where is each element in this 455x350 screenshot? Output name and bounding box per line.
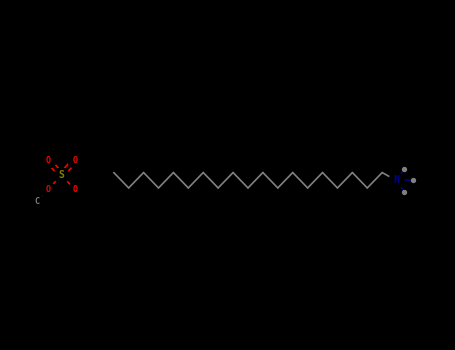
Text: O: O — [72, 186, 77, 194]
Point — [44, 157, 51, 163]
Point — [33, 199, 40, 205]
Point — [401, 189, 408, 195]
Point — [410, 177, 417, 183]
Point — [71, 157, 79, 163]
Point — [58, 172, 65, 178]
Text: O: O — [46, 156, 51, 164]
Text: S: S — [59, 170, 64, 180]
Text: O: O — [72, 156, 77, 164]
Point — [401, 166, 408, 172]
Point — [44, 187, 51, 193]
Text: N: N — [393, 175, 399, 185]
Text: O: O — [46, 186, 51, 194]
Point — [392, 177, 399, 183]
Point — [71, 187, 79, 193]
Text: C: C — [35, 197, 40, 206]
